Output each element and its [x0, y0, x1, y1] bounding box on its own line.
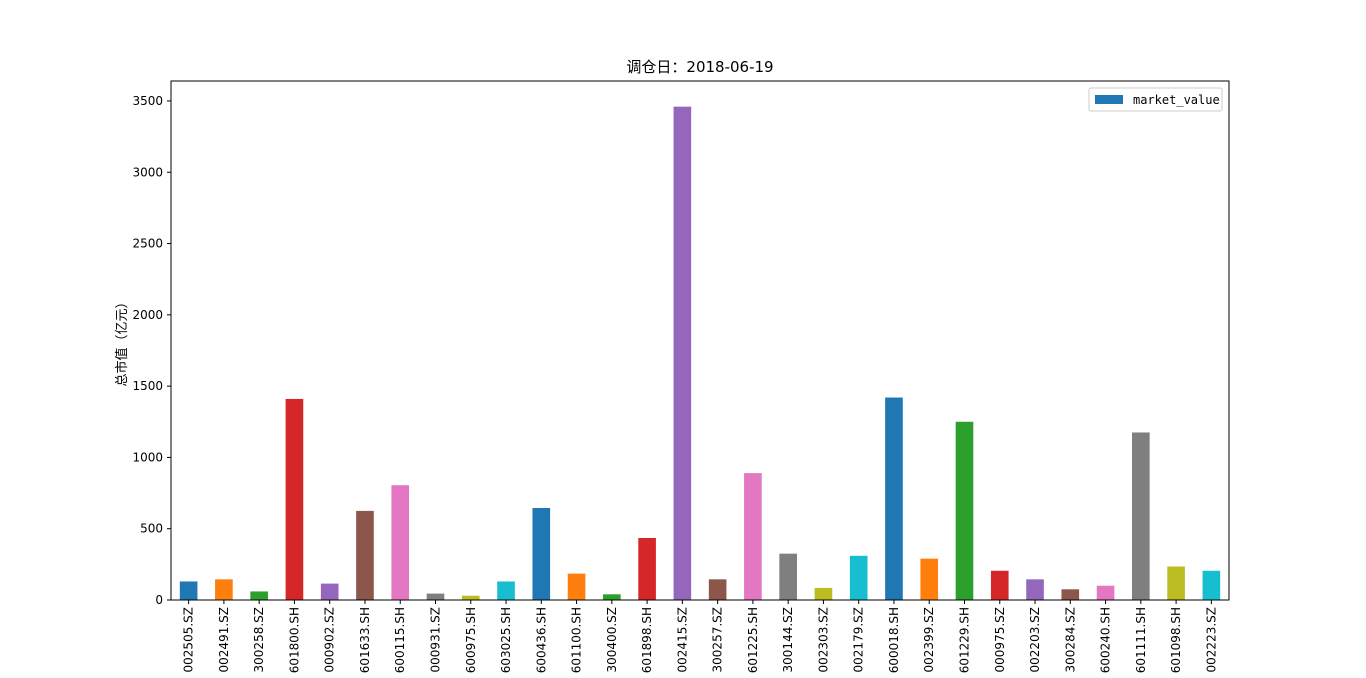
bar-600240.SH	[1096, 585, 1115, 600]
bar-300258.SZ	[250, 591, 268, 600]
bar-601100.SH	[567, 573, 586, 600]
x-tick-label: 600240.SH	[1099, 607, 1113, 673]
bar-002399.SZ	[920, 558, 939, 600]
x-tick-label: 000975.SZ	[993, 607, 1007, 672]
x-tick-label: 000902.SZ	[323, 607, 337, 672]
x-tick-label: 002179.SZ	[852, 607, 866, 672]
y-tick-label: 1000	[132, 450, 163, 464]
bar-600018.SH	[885, 397, 903, 600]
plot-frame	[170, 80, 1230, 601]
y-tick-label: 1500	[132, 379, 163, 393]
x-axis: 002505.SZ 002491.SZ 300258.SZ 601800.SH 0009…	[182, 600, 1218, 673]
legend: market_value	[1088, 87, 1223, 112]
x-tick-label: 600115.SH	[393, 607, 407, 673]
bar-300257.SZ	[708, 579, 727, 600]
y-tick-label: 500	[140, 522, 163, 536]
bar-002415.SZ	[673, 106, 692, 600]
bar-601225.SH	[744, 473, 762, 600]
x-tick-label: 600436.SH	[534, 607, 548, 673]
bar-002491.SZ	[215, 579, 233, 600]
bar-300284.SZ	[1061, 589, 1080, 600]
y-tick-label: 2500	[132, 237, 163, 251]
x-tick-label: 601098.SH	[1169, 607, 1183, 673]
x-tick-label: 601225.SH	[746, 607, 760, 673]
bar-600115.SH	[391, 485, 410, 600]
x-tick-label: 002491.SZ	[217, 607, 231, 672]
x-tick-label: 300284.SZ	[1063, 607, 1077, 672]
y-tick-label: 3000	[132, 165, 163, 179]
x-tick-label: 002223.SZ	[1204, 607, 1218, 672]
y-tick-label: 2000	[132, 308, 163, 322]
bar-002179.SZ	[849, 555, 868, 600]
x-tick-label: 002203.SZ	[1028, 607, 1042, 672]
bar-601633.SH	[356, 510, 374, 600]
bar-601800.SH	[285, 398, 304, 600]
bar-000931.SZ	[426, 593, 445, 600]
bar-000902.SZ	[320, 583, 339, 600]
x-tick-label: 002415.SZ	[675, 607, 689, 672]
legend-label: market_value	[1133, 93, 1220, 107]
bar-603025.SH	[497, 581, 515, 600]
x-tick-label: 601111.SH	[1134, 607, 1148, 673]
x-tick-label: 300257.SZ	[711, 607, 725, 672]
x-tick-label: 300400.SZ	[605, 607, 619, 672]
x-tick-label: 600018.SH	[887, 607, 901, 673]
legend-frame	[1088, 87, 1223, 112]
x-tick-label: 300258.SZ	[252, 607, 266, 672]
x-tick-label: 600975.SH	[464, 607, 478, 673]
x-tick-label: 300144.SZ	[781, 607, 795, 672]
x-tick-label: 000931.SZ	[429, 607, 443, 672]
x-tick-label: 601229.SH	[958, 607, 972, 673]
bar-601229.SH	[955, 421, 974, 600]
bar-002223.SZ	[1202, 570, 1221, 600]
bar-000975.SZ	[990, 570, 1009, 600]
bars-layer	[179, 106, 1221, 600]
x-tick-label: 601898.SH	[640, 607, 654, 673]
y-tick-label: 0	[155, 593, 163, 607]
x-tick-label: 002303.SZ	[816, 607, 830, 672]
x-tick-label: 601633.SH	[358, 607, 372, 673]
x-tick-label: 601800.SH	[287, 607, 301, 673]
legend-swatch	[1095, 95, 1123, 104]
bar-002303.SZ	[814, 587, 833, 600]
bar-300400.SZ	[603, 594, 621, 600]
bar-600436.SH	[532, 508, 551, 600]
bar-601898.SH	[638, 537, 656, 600]
bar-601111.SH	[1132, 432, 1150, 600]
chart-title: 调仓日：2018-06-19	[626, 58, 773, 76]
x-tick-label: 603025.SH	[499, 607, 513, 673]
y-axis-label: 总市值（亿元）	[114, 295, 130, 386]
x-tick-label: 601100.SH	[570, 607, 584, 673]
bar-300144.SZ	[779, 553, 797, 600]
bar-002203.SZ	[1026, 579, 1044, 600]
y-axis: 0 500 1000 1500 2000 2500 3000 3500	[132, 94, 171, 607]
x-tick-label: 002399.SZ	[922, 607, 936, 672]
bar-002505.SZ	[179, 581, 198, 600]
y-tick-label: 3500	[132, 94, 163, 108]
bar-601098.SH	[1167, 566, 1185, 600]
bar-600975.SH	[461, 595, 480, 600]
x-tick-label: 002505.SZ	[182, 607, 196, 672]
